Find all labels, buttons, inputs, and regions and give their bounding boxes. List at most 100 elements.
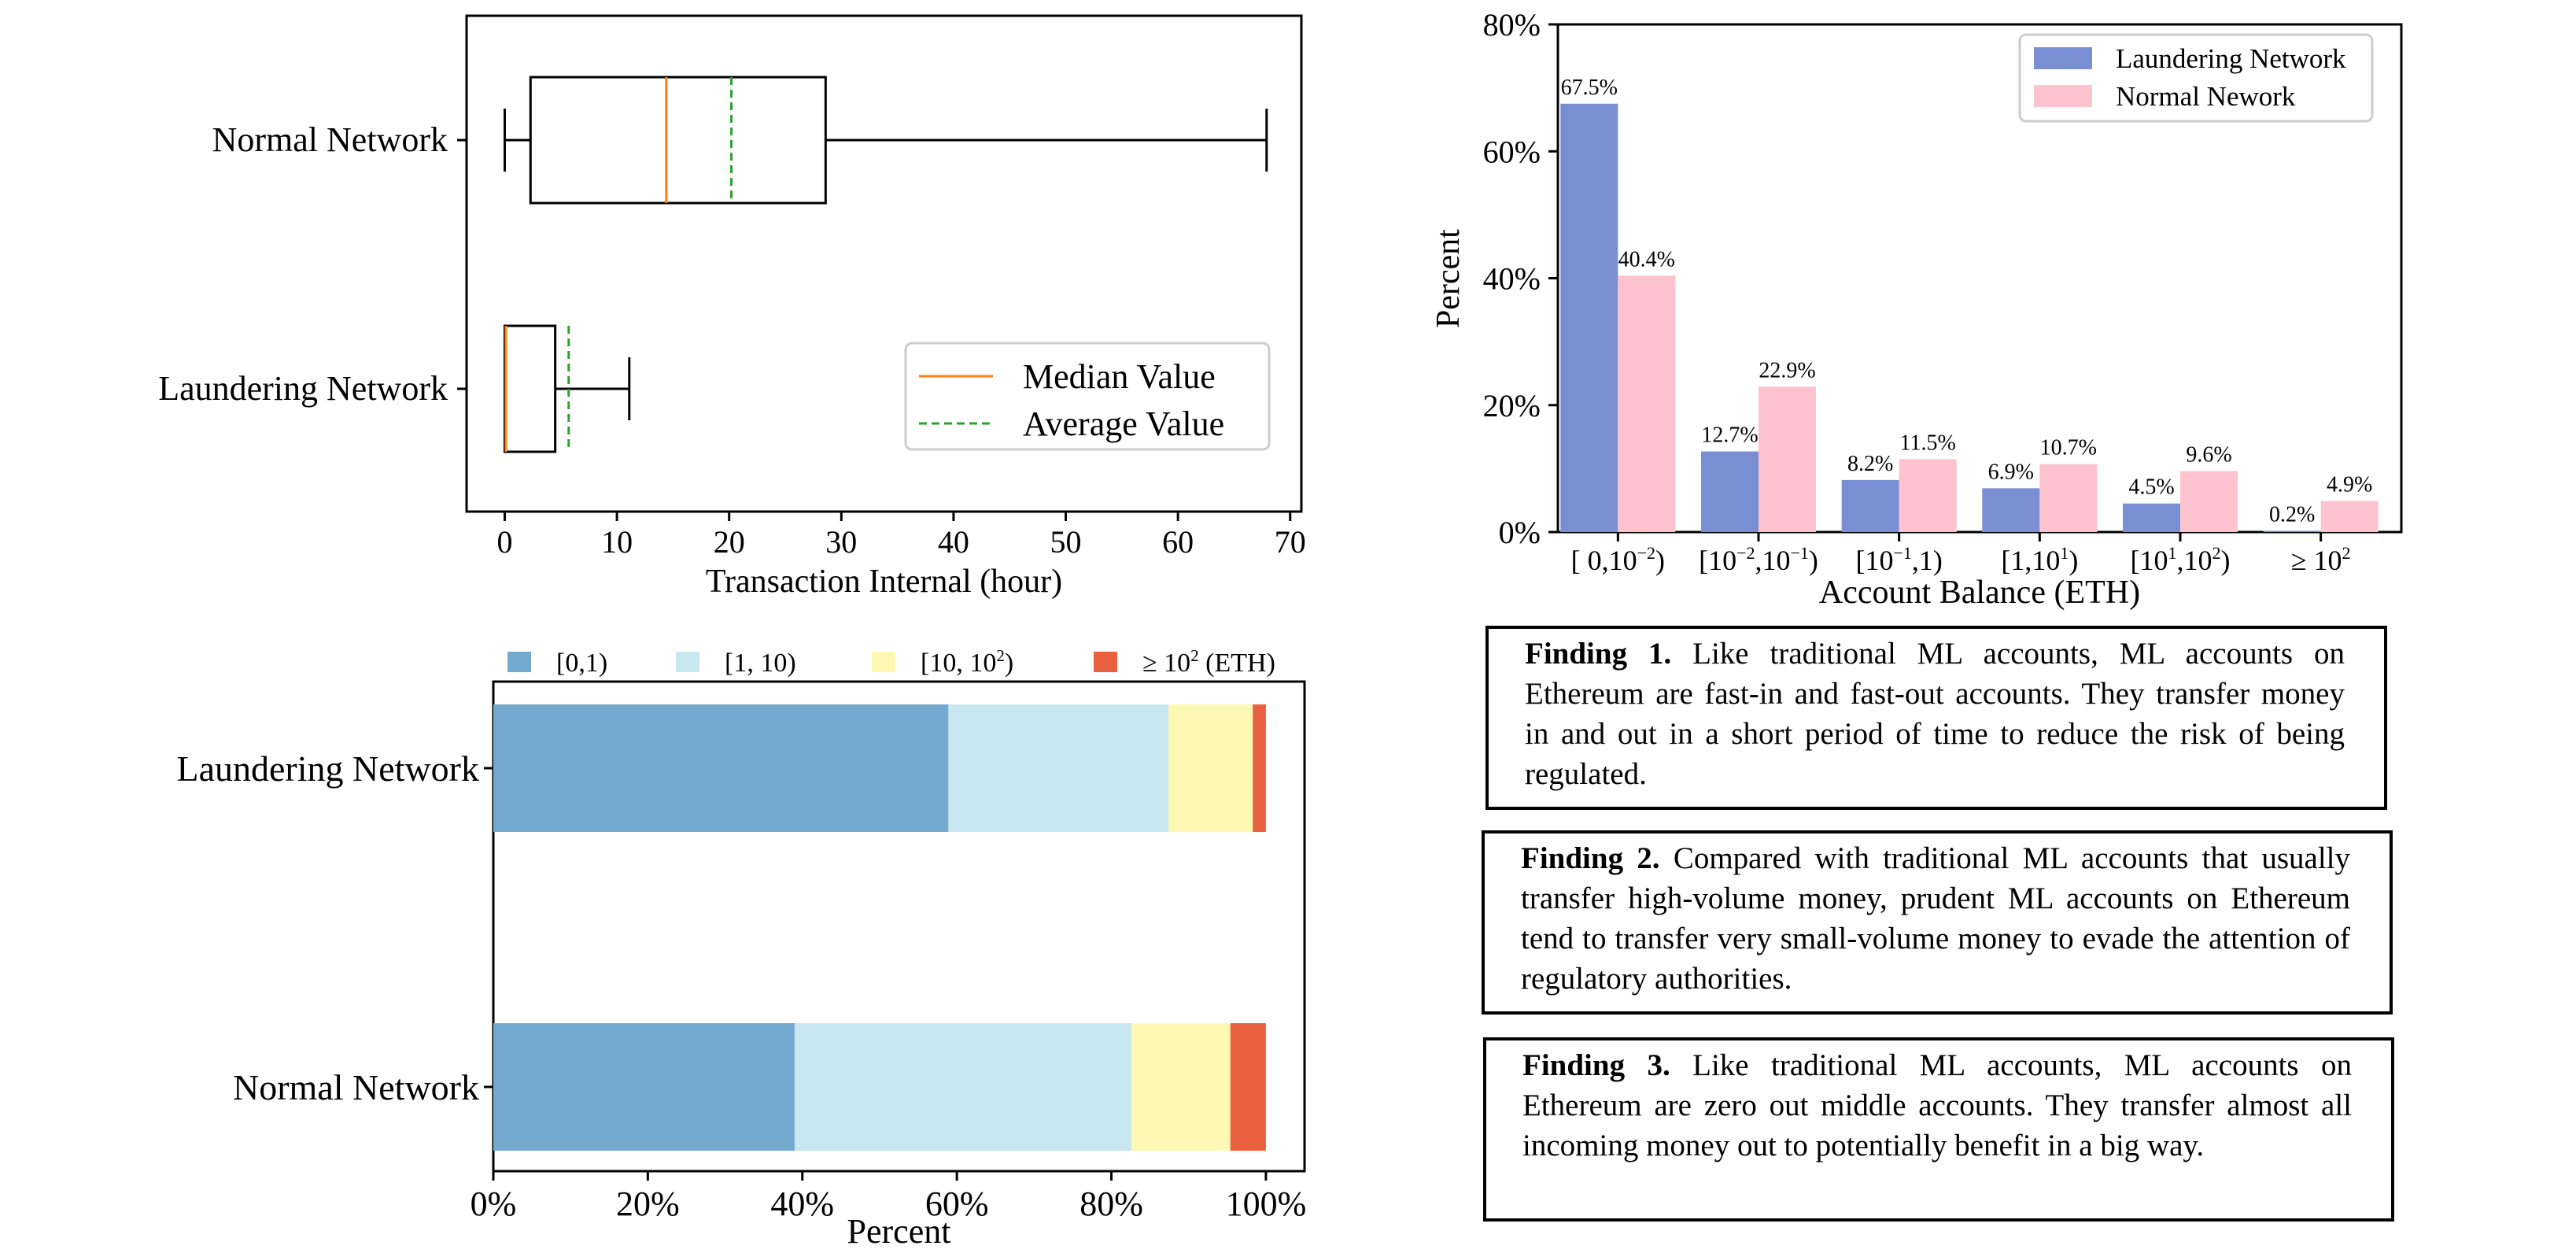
data-label-5-laundering-network: 0.2%	[2269, 502, 2315, 527]
data-label-3-laundering-network: 6.9%	[1988, 460, 2034, 484]
median-value-legend-label: Median Value	[1023, 357, 1216, 396]
finding-2-text: Compared with traditional ML accounts th…	[1521, 841, 2350, 996]
x-axis-title: Account Balance (ETH)	[1819, 575, 2140, 611]
x-tick-label-5: 100%	[1226, 1185, 1307, 1223]
y-tick-label-2: 40%	[1483, 261, 1541, 297]
account-balance-bar-chart: 67.5% 40.4% [ 0,10−2​) 12.7% 22.9% [10−2​,10−…	[1430, 7, 2403, 611]
laundering-network-bar-0-1	[493, 704, 949, 832]
y-tick-label-1: 20%	[1483, 388, 1541, 423]
normal-network-bar-0-1	[493, 1023, 795, 1151]
x-tick-label-3: [1,101​)	[2001, 543, 2078, 576]
bar-1-laundering-network	[1701, 451, 1759, 532]
finding-2-box: Finding 2. Compared with traditional ML …	[1482, 830, 2393, 1015]
x-axis-title: Transaction Internal (hour)	[706, 564, 1062, 600]
x-tick-label-60: 60	[1162, 524, 1194, 560]
finding-3-box: Finding 3. Like traditional ML accounts,…	[1483, 1037, 2394, 1222]
legend-frame	[904, 342, 1271, 451]
stacked-balance-bar-chart: Laundering Network Normal Network 0% 20% 40%…	[177, 646, 1307, 1251]
10-eth-legend-swatch	[1094, 652, 1117, 672]
finding-3-title: Finding 3.	[1522, 1048, 1670, 1082]
data-label-4-laundering-network: 4.5%	[2128, 475, 2174, 500]
bar-3-laundering-network	[1982, 488, 2040, 532]
finding-1-title: Finding 1.	[1525, 637, 1672, 671]
legend-frame	[2018, 33, 2374, 123]
y-tick-label-3: 60%	[1483, 134, 1541, 169]
data-label-2-laundering-network: 8.2%	[1847, 452, 1893, 476]
x-tick-label-2: 40%	[770, 1185, 834, 1223]
10-10-legend-label: [10, 102​)	[921, 646, 1013, 678]
y-tick-label-4: 80%	[1483, 7, 1541, 43]
bar-0-normal-nework	[1618, 275, 1676, 532]
normal-network-bar-10-eth	[1230, 1023, 1266, 1151]
laundering-network-box	[503, 324, 557, 453]
data-label-5-normal-nework: 4.9%	[2327, 472, 2372, 497]
data-label-0-laundering-network: 67.5%	[1561, 76, 1618, 100]
boxplot-legend: Median Value Average Value	[904, 342, 1271, 451]
bar-4-normal-nework	[2180, 471, 2238, 532]
bar-5-normal-nework	[2320, 501, 2379, 532]
0-1-legend-label: [0,1)	[556, 649, 607, 678]
laundering-network-bar-1-10	[948, 704, 1169, 832]
x-tick-label-70: 70	[1275, 524, 1306, 560]
x-tick-label-0: 0	[496, 524, 512, 560]
normal-nework-legend-swatch	[2034, 85, 2092, 107]
bar-2-normal-nework	[1899, 459, 1957, 532]
laundering-network-y-label: Laundering Network	[177, 748, 480, 789]
finding-1-text: Like traditional ML accounts, ML account…	[1525, 637, 2345, 791]
average-value-legend-label: Average Value	[1023, 405, 1224, 443]
normal-network-y-label: Normal Network	[233, 1067, 479, 1107]
bar-3-normal-nework	[2039, 464, 2098, 532]
x-axis-title: Percent	[847, 1212, 951, 1251]
x-tick-label-3: 60%	[925, 1185, 989, 1223]
laundering-network-legend-swatch	[2034, 47, 2092, 69]
finding-3-text: Like traditional ML accounts, ML account…	[1522, 1048, 2352, 1162]
x-tick-label-20: 20	[714, 524, 745, 560]
x-tick-label-0: 0%	[471, 1185, 517, 1223]
data-label-0-normal-nework: 40.4%	[1618, 247, 1675, 272]
laundering-network-bar-10-eth	[1253, 704, 1266, 832]
finding-1-box: Finding 1. Like traditional ML accounts,…	[1485, 626, 2387, 810]
x-tick-label-40: 40	[938, 524, 969, 560]
x-tick-label-50: 50	[1050, 524, 1082, 560]
bar-2-laundering-network	[1841, 479, 1899, 532]
normal-network-box	[529, 76, 827, 205]
10-10-legend-swatch	[872, 652, 895, 672]
x-tick-label-30: 30	[825, 524, 857, 560]
laundering-network-legend-label: Laundering Network	[2116, 43, 2346, 74]
bar-5-laundering-network	[2263, 530, 2321, 532]
bar-0-laundering-network	[1560, 103, 1618, 532]
data-label-2-normal-nework: 11.5%	[1900, 431, 1956, 455]
x-tick-label-10: 10	[601, 524, 633, 560]
data-label-3-normal-nework: 10.7%	[2040, 436, 2097, 460]
x-tick-label-5: ≥ 102​	[2291, 543, 2351, 576]
bar-4-laundering-network	[2123, 503, 2180, 532]
plot-frame	[492, 680, 1306, 1173]
1-10-legend-swatch	[676, 652, 699, 672]
normal-network-bar-1-10	[794, 1023, 1132, 1151]
bar-1-normal-nework	[1759, 386, 1816, 532]
1-10-legend-label: [1, 10)	[725, 649, 796, 678]
data-label-1-normal-nework: 22.9%	[1759, 358, 1815, 383]
10-eth-legend-label: ≥ 102​ (ETH)	[1142, 646, 1275, 678]
x-tick-label-4: [101​,102​)	[2131, 543, 2231, 576]
plot-frame	[465, 14, 1303, 513]
laundering-network-bar-10-10	[1168, 704, 1253, 832]
x-tick-label-0: [ 0,10−2​)	[1571, 543, 1665, 576]
normal-network-y-label: Normal Network	[212, 120, 448, 159]
laundering-network-y-label: Laundering Network	[158, 369, 448, 408]
x-tick-label-2: [10−1​,1)	[1855, 543, 1942, 576]
transaction-interval-boxplot: Normal Network Laundering Network 0 10 20 30 4…	[158, 14, 1306, 600]
x-tick-label-1: [10−2​,10−1​)	[1699, 543, 1818, 576]
0-1-legend-swatch	[507, 652, 531, 672]
stacked-legend: [0,1) [1, 10) [10, 102​) ≥ 102​ (ETH)	[507, 646, 1275, 678]
x-tick-label-4: 80%	[1079, 1185, 1143, 1223]
y-axis-title: Percent	[1430, 229, 1467, 328]
normal-network-bar-10-10	[1131, 1023, 1231, 1151]
normal-nework-legend-label: Normal Nework	[2116, 81, 2296, 112]
finding-2-title: Finding 2.	[1521, 841, 1660, 875]
x-tick-label-1: 20%	[616, 1185, 680, 1223]
grouped-legend: Laundering Network Normal Nework	[2018, 33, 2374, 123]
y-tick-label-0: 0%	[1499, 515, 1541, 550]
data-label-1-laundering-network: 12.7%	[1701, 423, 1758, 448]
